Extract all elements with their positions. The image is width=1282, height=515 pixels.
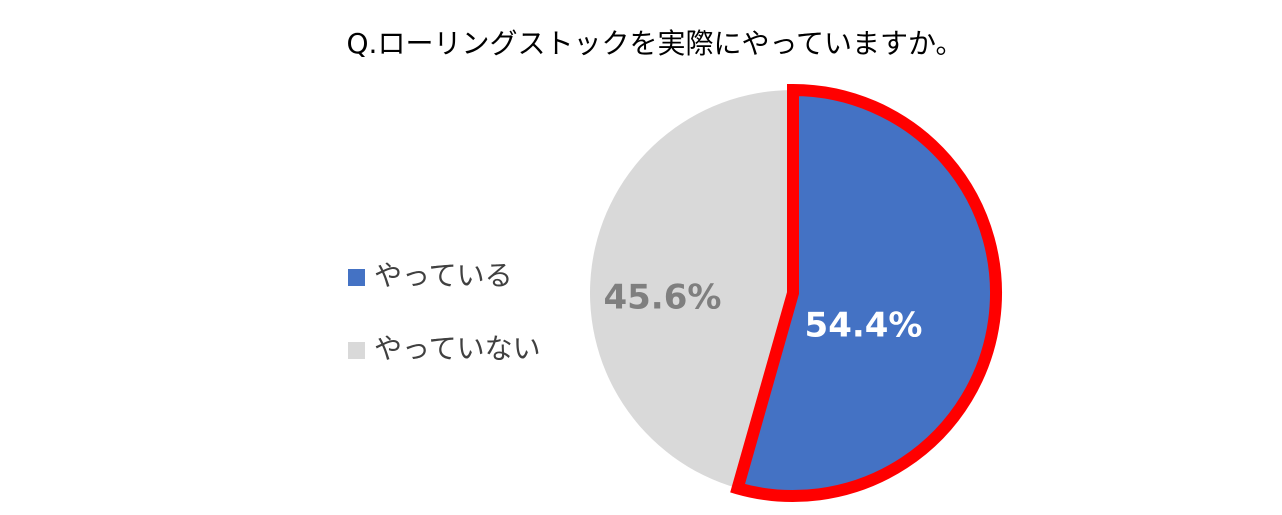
value-label: 45.6%: [603, 278, 721, 318]
legend-swatch: [348, 342, 365, 359]
value-label: 54.4%: [805, 305, 923, 345]
legend-label: やっている: [374, 259, 513, 292]
pie-slice: [730, 83, 1002, 502]
legend-swatch: [348, 269, 365, 286]
pie-slice: [590, 90, 793, 489]
chart-title: Q.ローリングストックを実際にやっていますか。: [347, 27, 964, 60]
legend-label: やっていない: [374, 332, 541, 365]
